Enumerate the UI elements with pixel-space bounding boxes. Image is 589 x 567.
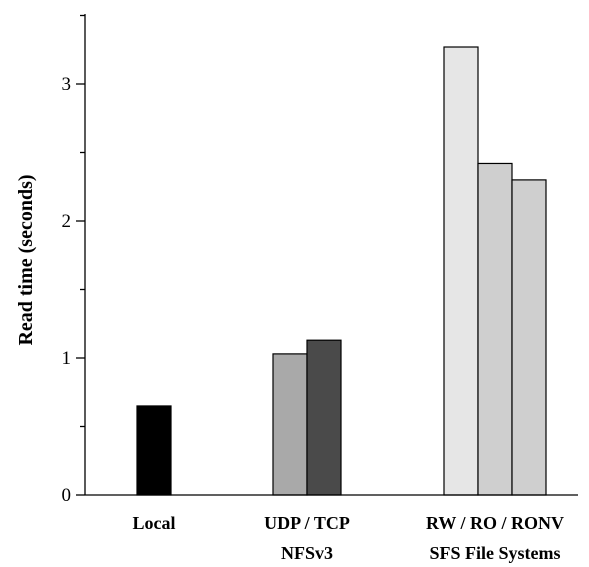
- y-ticks: 0 1 2 3: [62, 14, 85, 506]
- y-tick-label: 1: [62, 348, 72, 369]
- category-sublabel: NFSv3: [281, 543, 333, 563]
- y-axis-label: Read time (seconds): [15, 174, 37, 345]
- y-tick-label: 3: [62, 74, 72, 95]
- category-label: UDP / TCP: [264, 513, 350, 533]
- bar-2-1: [477, 162, 513, 496]
- bar-2-2: [511, 179, 547, 496]
- category-sublabel: SFS File Systems: [429, 543, 560, 563]
- bar-1-1: [306, 339, 342, 496]
- bar-0-0: [136, 405, 172, 496]
- y-tick-label: 0: [62, 485, 72, 506]
- bars-layer: [136, 46, 547, 496]
- bar-2-0: [443, 46, 479, 496]
- y-tick-label: 2: [62, 211, 72, 232]
- category-label: Local: [133, 513, 176, 533]
- category-label: RW / RO / RONV: [426, 513, 564, 533]
- category-labels: Local UDP / TCP NFSv3 RW / RO / RONV SFS Fil…: [133, 513, 565, 563]
- bar-1-0: [272, 353, 308, 496]
